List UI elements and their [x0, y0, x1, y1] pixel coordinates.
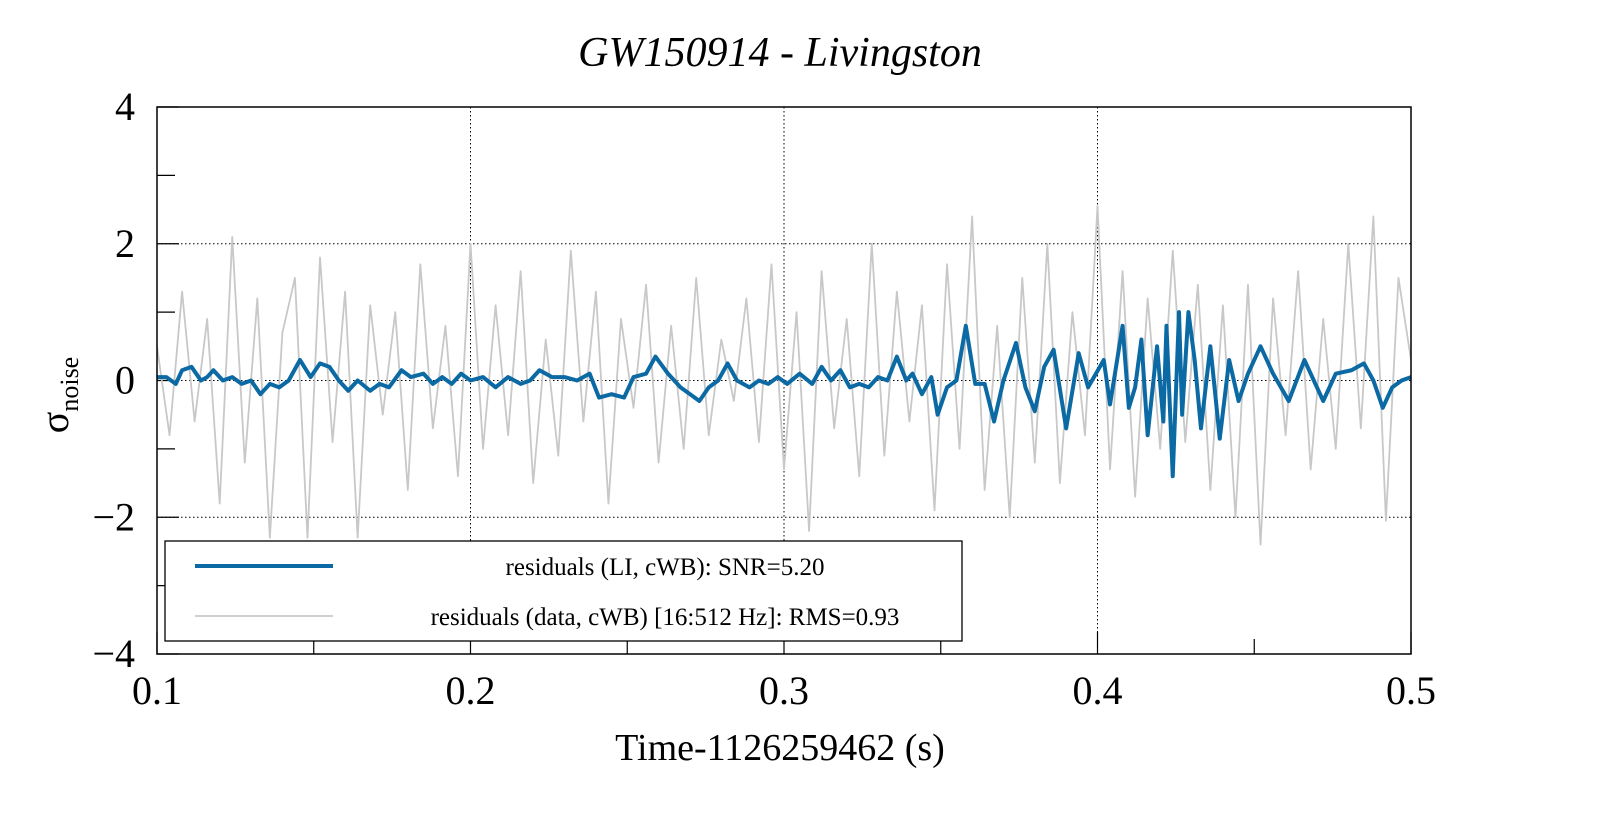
plot-frame	[156, 106, 1412, 655]
y-tick-label: −2	[92, 494, 135, 539]
legend-box	[164, 540, 963, 642]
x-tick-label: 0.1	[132, 668, 182, 713]
series-line	[157, 205, 1411, 546]
x-tick-label: 0.4	[1073, 668, 1123, 713]
series-line	[157, 310, 1411, 479]
x-tick-label: 0.5	[1386, 668, 1436, 713]
y-tick-label: −4	[92, 631, 135, 676]
x-tick-label: 0.2	[446, 668, 496, 713]
y-axis-label-symbol: σnoise	[32, 357, 84, 433]
legend-label: residuals (data, cWB) [16:512 Hz]: RMS=0…	[431, 604, 900, 631]
y-tick-label: 0	[115, 358, 135, 403]
chart-title: GW150914 - Livingston	[578, 30, 982, 76]
legend-label: residuals (LI, cWB): SNR=5.20	[506, 554, 825, 581]
y-axis-label: σnoise	[32, 357, 84, 433]
y-label-subscript: noise	[55, 357, 84, 412]
y-tick-label: 2	[115, 221, 135, 266]
x-tick-label: 0.3	[759, 668, 809, 713]
y-tick-label: 4	[115, 84, 135, 129]
y-label-symbol: σ	[32, 412, 77, 434]
x-axis-label: Time-1126259462 (s)	[615, 727, 945, 769]
